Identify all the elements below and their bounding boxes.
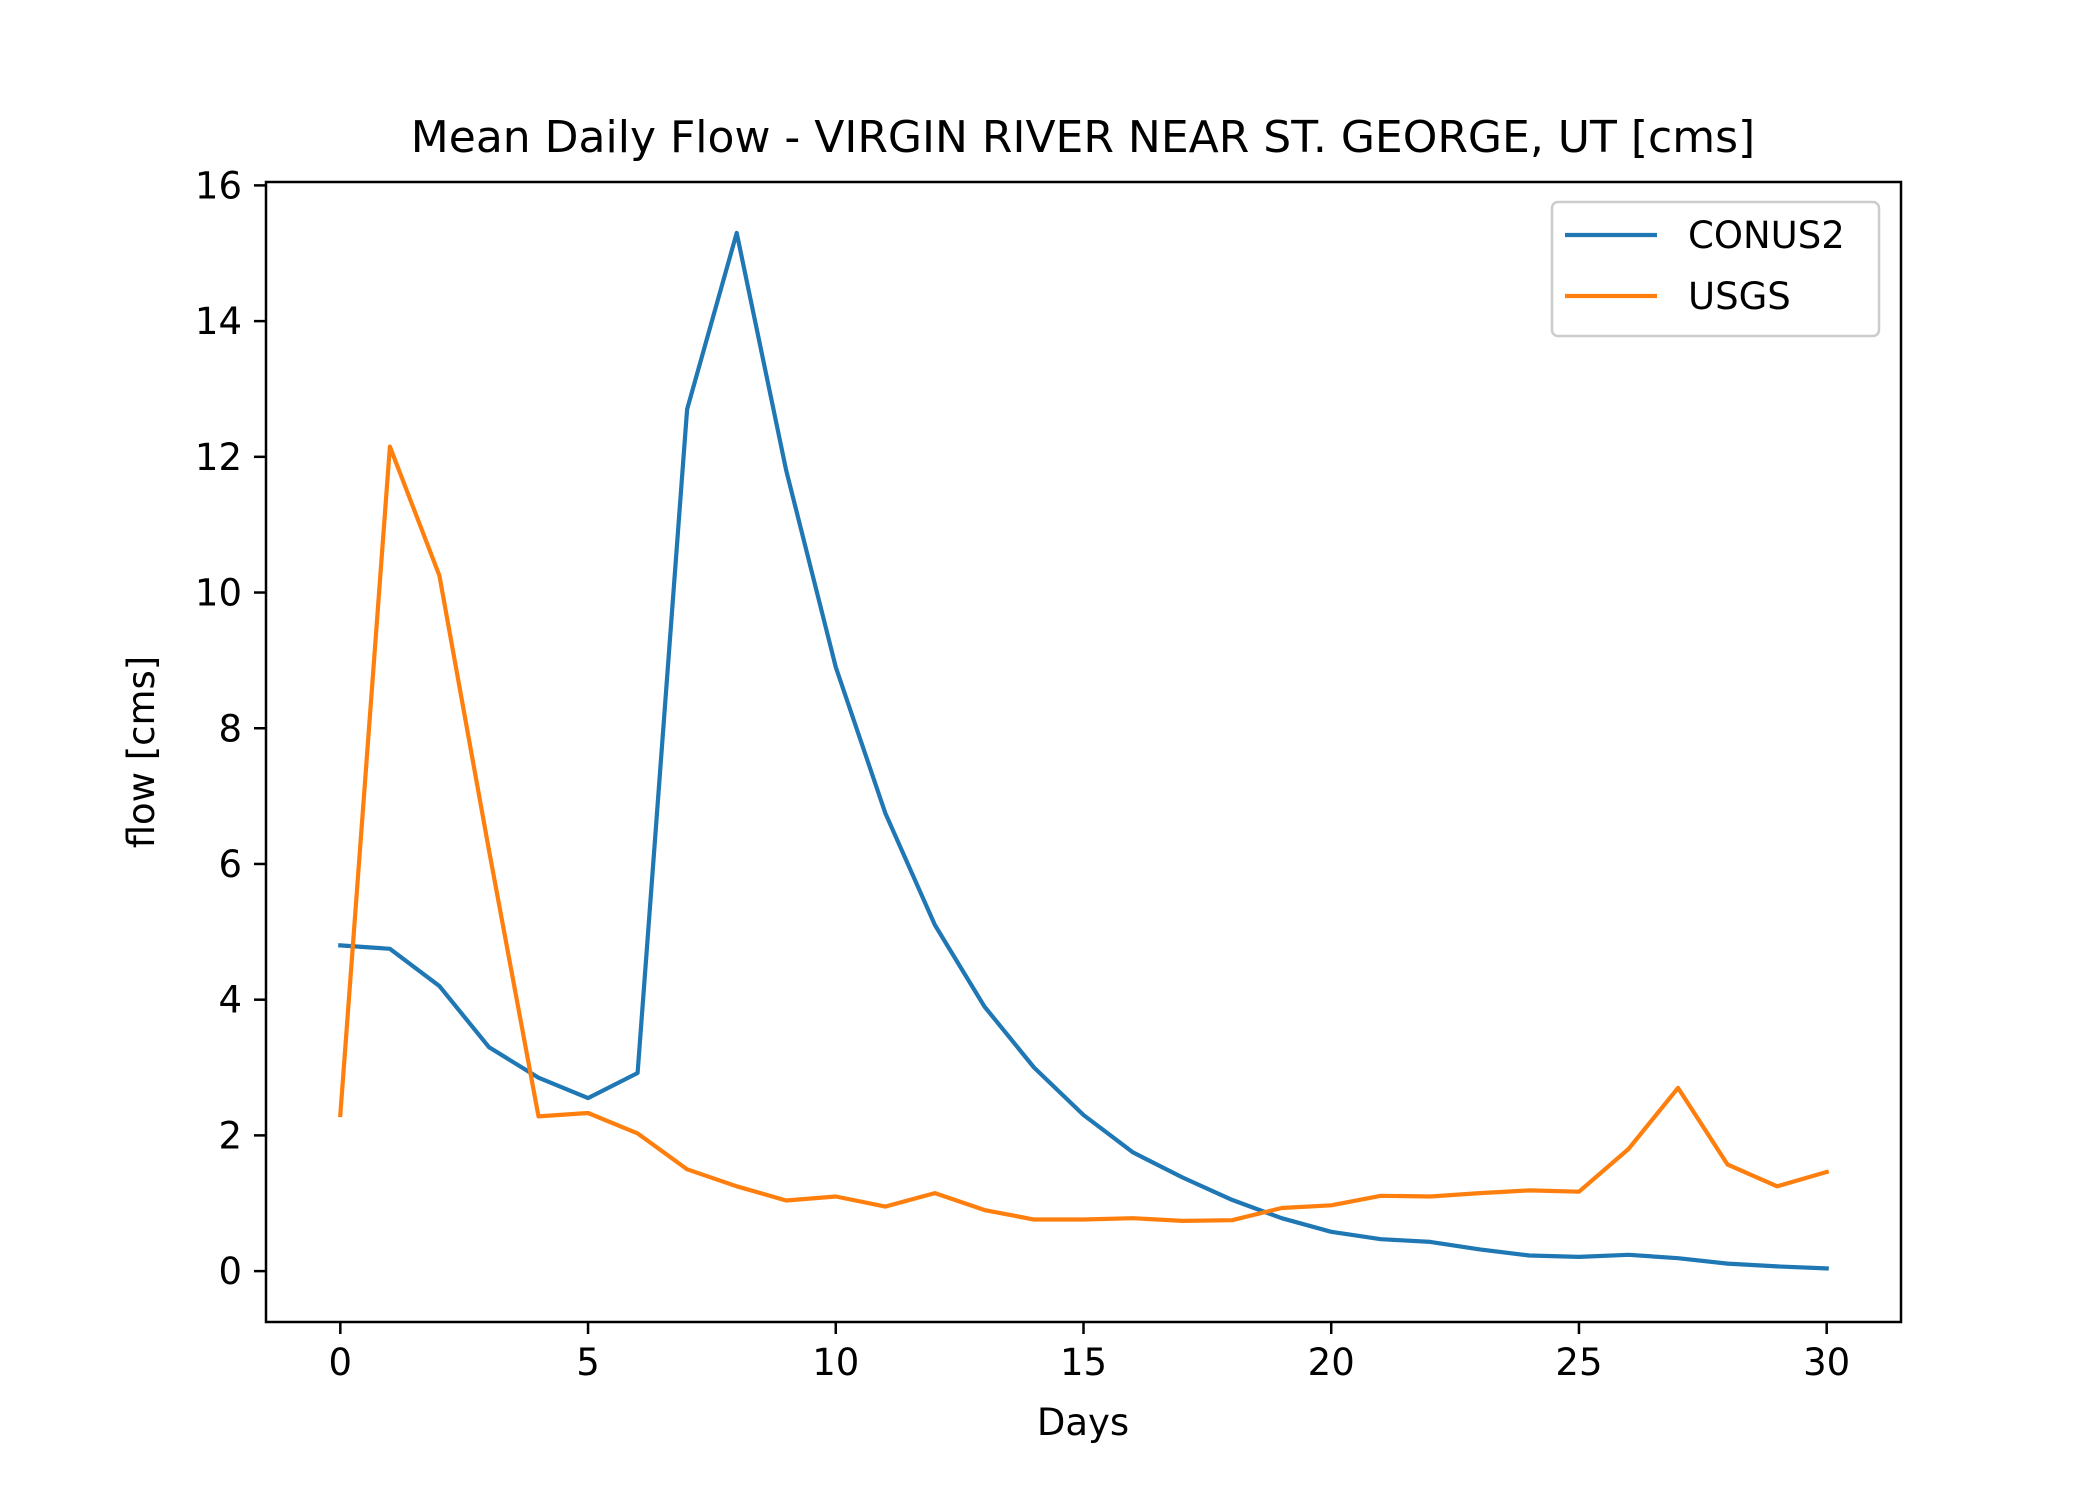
y-tick-label: 10: [195, 572, 242, 615]
y-tick-label: 16: [195, 164, 242, 207]
x-axis-label: Days: [1037, 1401, 1129, 1444]
chart-title: Mean Daily Flow - VIRGIN RIVER NEAR ST. …: [411, 112, 1755, 163]
x-tick-label: 0: [329, 1341, 353, 1384]
series-line-usgs: [338, 444, 1830, 1224]
x-tick-label: 30: [1803, 1341, 1850, 1384]
legend-label-usgs: USGS: [1688, 275, 1791, 318]
y-tick-label: 14: [195, 300, 242, 343]
x-tick-label: 10: [812, 1341, 859, 1384]
y-axis: 0 2 4 6 8 10 12 14 16: [195, 164, 266, 1293]
x-tick-label: 20: [1308, 1341, 1355, 1384]
x-tick-label: 15: [1060, 1341, 1107, 1384]
y-tick-label: 0: [218, 1250, 242, 1293]
legend: CONUS2 USGS: [1550, 200, 1881, 338]
y-tick-label: 12: [195, 436, 242, 479]
x-axis: 0 5 10 15 20 25 30: [329, 1322, 1850, 1384]
y-axis-label: flow [cms]: [120, 656, 163, 849]
legend-label-conus2: CONUS2: [1688, 214, 1845, 257]
y-tick-label: 8: [218, 707, 242, 750]
series-line-conus2: [338, 230, 1829, 1271]
y-tick-label: 4: [218, 979, 242, 1022]
x-tick-label: 5: [576, 1341, 600, 1384]
y-tick-label: 2: [218, 1114, 242, 1157]
y-tick-label: 6: [218, 843, 242, 886]
x-tick-label: 25: [1555, 1341, 1602, 1384]
series-group: [338, 230, 1830, 1271]
